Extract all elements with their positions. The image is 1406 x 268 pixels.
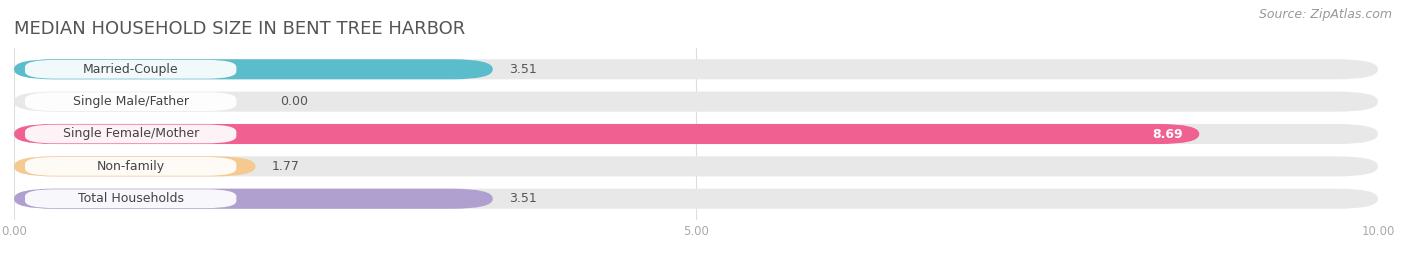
Text: 1.77: 1.77 <box>271 160 299 173</box>
Text: MEDIAN HOUSEHOLD SIZE IN BENT TREE HARBOR: MEDIAN HOUSEHOLD SIZE IN BENT TREE HARBO… <box>14 20 465 38</box>
Text: Single Female/Mother: Single Female/Mother <box>62 128 198 140</box>
FancyBboxPatch shape <box>25 92 236 111</box>
FancyBboxPatch shape <box>25 189 236 208</box>
FancyBboxPatch shape <box>14 156 1378 176</box>
Text: Single Male/Father: Single Male/Father <box>73 95 188 108</box>
FancyBboxPatch shape <box>14 156 256 176</box>
FancyBboxPatch shape <box>14 59 492 79</box>
Text: Married-Couple: Married-Couple <box>83 63 179 76</box>
Text: Non-family: Non-family <box>97 160 165 173</box>
Text: 3.51: 3.51 <box>509 192 537 205</box>
FancyBboxPatch shape <box>25 60 236 79</box>
FancyBboxPatch shape <box>14 59 1378 79</box>
FancyBboxPatch shape <box>14 189 492 209</box>
FancyBboxPatch shape <box>14 189 1378 209</box>
FancyBboxPatch shape <box>25 157 236 176</box>
Text: Source: ZipAtlas.com: Source: ZipAtlas.com <box>1258 8 1392 21</box>
Text: 8.69: 8.69 <box>1153 128 1182 140</box>
FancyBboxPatch shape <box>25 125 236 143</box>
FancyBboxPatch shape <box>14 124 1378 144</box>
Text: 0.00: 0.00 <box>280 95 308 108</box>
Text: 3.51: 3.51 <box>509 63 537 76</box>
Text: Total Households: Total Households <box>77 192 184 205</box>
FancyBboxPatch shape <box>14 124 1199 144</box>
FancyBboxPatch shape <box>14 92 1378 112</box>
